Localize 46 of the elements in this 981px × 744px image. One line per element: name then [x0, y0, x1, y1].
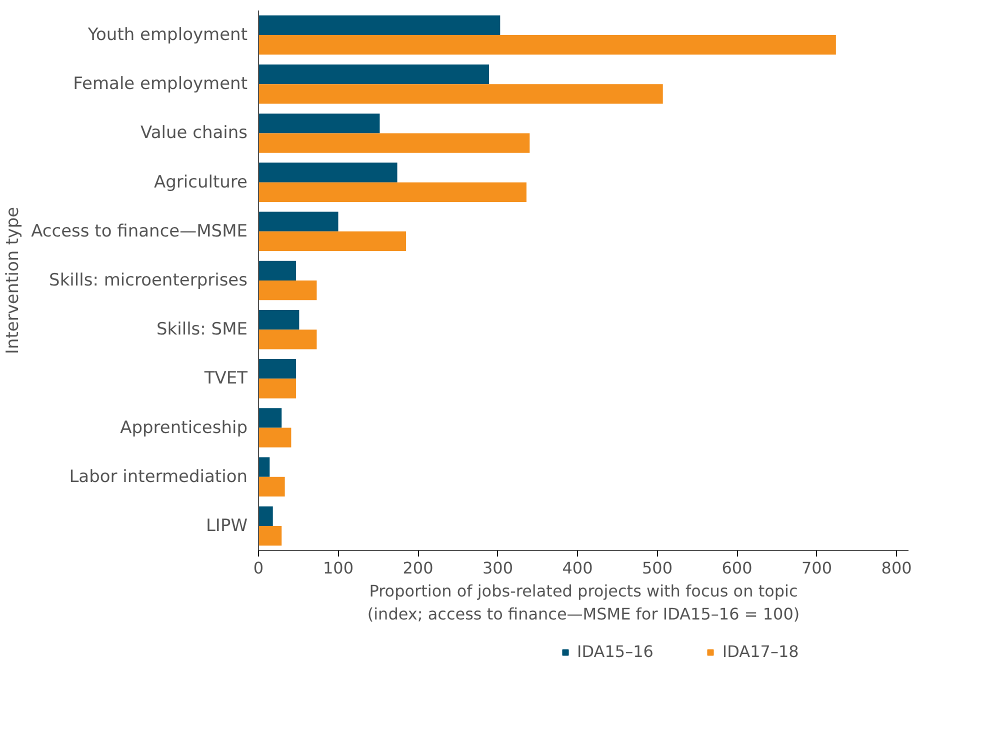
x-tick-label: 100 — [322, 558, 354, 578]
y-tick-label: Labor intermediation — [69, 466, 248, 487]
y-tick-label: Female employment — [73, 74, 248, 94]
bar — [258, 506, 273, 526]
bar — [258, 457, 270, 477]
y-tick-label: Value chains — [140, 123, 248, 144]
x-tick-label: 700 — [802, 558, 832, 578]
y-tick-label: Skills: microenterprises — [49, 270, 248, 290]
bar — [258, 408, 282, 428]
y-tick-label: LIPW — [206, 516, 248, 536]
bar — [258, 526, 282, 546]
x-tick-label: 300 — [482, 558, 514, 578]
x-axis-title: Proportion of jobs-related projects with focus on topic (index; access to finance—MSME for IDA15–16 = 100) — [367, 582, 800, 624]
y-tick-label: Youth employment — [86, 25, 248, 46]
bar — [258, 310, 300, 330]
bar — [258, 280, 317, 300]
y-tick-label: Agriculture — [154, 172, 248, 192]
bar — [258, 260, 296, 280]
bar — [258, 330, 317, 350]
bar — [258, 231, 406, 252]
bar — [258, 162, 398, 182]
y-tick-label: Access to finance—MSME — [31, 221, 248, 242]
x-tick-label: 0 — [253, 558, 264, 578]
y-tick-label: Skills: SME — [156, 320, 248, 340]
legend-label: IDA17–18 — [722, 642, 799, 661]
x-tick-label: 200 — [402, 558, 434, 578]
bar — [258, 15, 500, 36]
x-tick-label: 600 — [722, 558, 752, 578]
bar — [258, 476, 285, 496]
y-tick-label: TVET — [203, 368, 248, 389]
bar — [258, 114, 380, 134]
x-tick-label: 800 — [881, 558, 912, 578]
bar — [258, 428, 292, 448]
bar — [258, 182, 526, 202]
bar — [258, 133, 530, 153]
bar — [258, 359, 296, 379]
bar — [258, 64, 489, 84]
bar — [258, 84, 663, 104]
bar — [258, 35, 836, 55]
y-tick-label: Apprenticeship — [120, 418, 248, 438]
bar — [258, 378, 296, 398]
legend-label: IDA15–16 — [577, 642, 654, 661]
x-tick-label: 500 — [642, 558, 673, 578]
bar — [258, 212, 338, 232]
x-tick-label: 400 — [562, 558, 593, 578]
y-axis-title: Intervention type — [3, 206, 24, 354]
